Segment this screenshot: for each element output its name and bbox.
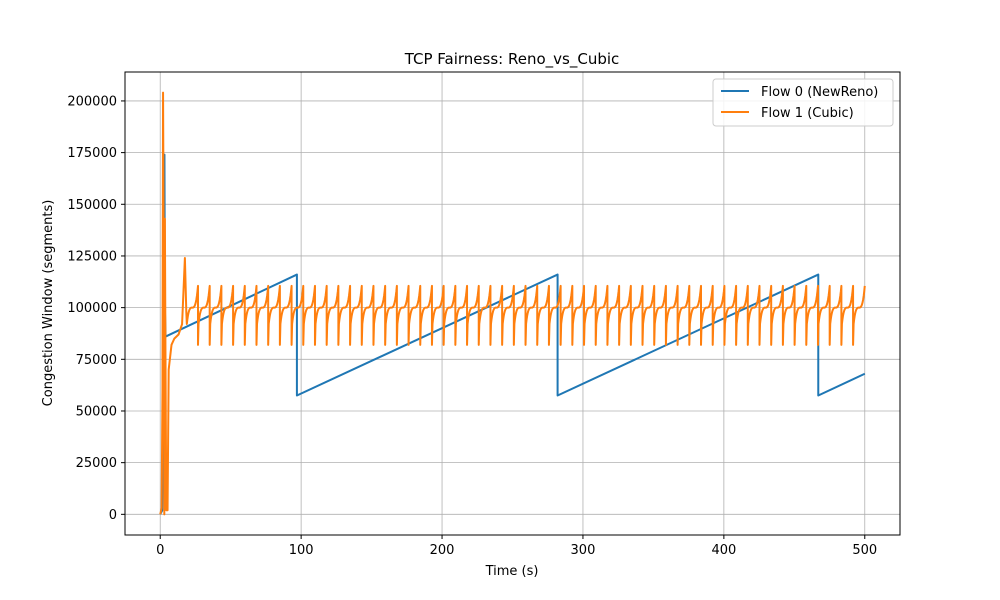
x-axis-label: Time (s) (485, 564, 539, 579)
y-tick-label: 25000 (76, 456, 117, 471)
axes-frame (124, 71, 901, 536)
y-tick-label: 50000 (76, 404, 117, 419)
x-tick-label: 0 (156, 543, 164, 558)
y-tick-label: 0 (109, 508, 117, 523)
y-tick-label: 75000 (76, 353, 117, 368)
axis-ticks: 0 100 200 300 400 500 0 25000 50000 75000 100000 12… (67, 94, 877, 558)
y-tick-label: 175000 (67, 146, 117, 161)
y-tick-label: 150000 (67, 198, 117, 213)
legend: Flow 0 (NewReno) Flow 1 (Cubic) (712, 78, 894, 127)
y-tick-label: 100000 (67, 301, 117, 316)
legend-label-flow-0: Flow 0 (NewReno) (761, 85, 878, 100)
plot-lines (159, 91, 866, 516)
x-tick-label: 200 (430, 543, 455, 558)
chart-title: TCP Fairness: Reno_vs_Cubic (404, 50, 620, 69)
series-line-flow-1 (159, 91, 866, 516)
y-axis-label: Congestion Window (segments) (41, 200, 56, 407)
y-tick-label: 200000 (67, 94, 117, 109)
legend-box (712, 78, 894, 127)
y-tick-label: 125000 (67, 249, 117, 264)
legend-label-flow-1: Flow 1 (Cubic) (761, 106, 854, 121)
x-tick-label: 400 (711, 543, 736, 558)
x-tick-label: 100 (289, 543, 314, 558)
x-tick-label: 300 (571, 543, 596, 558)
x-tick-label: 500 (852, 543, 877, 558)
